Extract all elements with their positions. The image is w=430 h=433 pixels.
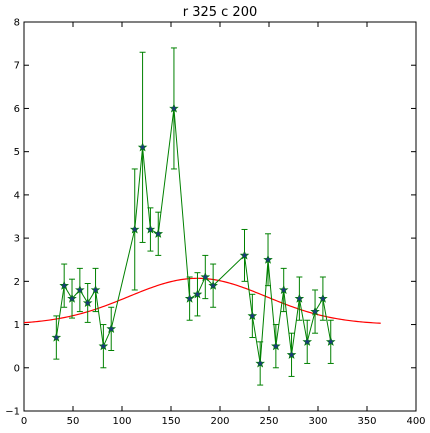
y-tick-label: 5 — [14, 147, 20, 158]
x-tick-label: 0 — [21, 416, 27, 427]
data-point — [137, 142, 148, 152]
x-axis-ticks: 0 50 100 150 200 250 300 350 400 — [21, 22, 426, 427]
data-point — [247, 310, 258, 320]
data-point — [98, 341, 109, 351]
y-tick-label: 2 — [14, 277, 20, 288]
data-point — [153, 228, 164, 238]
data-point — [106, 323, 117, 333]
data-point — [169, 103, 179, 113]
y-tick-label: −1 — [5, 407, 20, 418]
data-point — [90, 284, 101, 295]
x-tick-label: 150 — [161, 416, 180, 427]
y-tick-label: 3 — [14, 234, 20, 245]
data-point — [294, 293, 305, 303]
series-layer — [23, 47, 381, 386]
data-point — [310, 306, 320, 316]
x-tick-label: 250 — [259, 416, 278, 427]
data-point — [129, 224, 140, 234]
y-tick-label: 0 — [14, 363, 20, 374]
y-tick-label: 4 — [14, 190, 20, 201]
data-point — [302, 336, 313, 346]
data-point — [192, 289, 203, 299]
data-point — [239, 250, 250, 260]
data-point — [59, 280, 69, 290]
data-point — [255, 358, 265, 368]
x-tick-label: 350 — [357, 416, 376, 427]
y-tick-label: 7 — [14, 61, 20, 72]
data-point — [263, 254, 273, 264]
plot-frame — [23, 21, 417, 412]
x-tick-label: 100 — [112, 416, 131, 427]
data-point — [200, 271, 211, 282]
data-point — [208, 280, 218, 290]
y-tick-label: 1 — [14, 320, 20, 331]
data-point — [318, 293, 328, 303]
x-tick-label: 50 — [67, 416, 80, 427]
data-point — [67, 293, 77, 303]
data-point — [145, 224, 156, 234]
data-point — [271, 341, 281, 351]
x-tick-label: 300 — [308, 416, 327, 427]
chart-title: r 325 c 200 — [183, 5, 258, 20]
data-point — [286, 349, 297, 359]
data-point — [51, 332, 62, 342]
y-tick-label: 6 — [14, 104, 20, 115]
data-point — [325, 336, 336, 346]
x-tick-label: 400 — [406, 416, 425, 427]
data-point — [82, 297, 93, 308]
y-tick-label: 8 — [14, 18, 20, 29]
data-point — [278, 284, 289, 295]
model-curve — [23, 277, 381, 324]
data-point — [75, 284, 85, 295]
data-point — [184, 293, 195, 303]
x-tick-label: 200 — [210, 416, 229, 427]
y-axis-ticks: −1 0 1 2 3 4 5 6 7 8 — [5, 18, 416, 418]
